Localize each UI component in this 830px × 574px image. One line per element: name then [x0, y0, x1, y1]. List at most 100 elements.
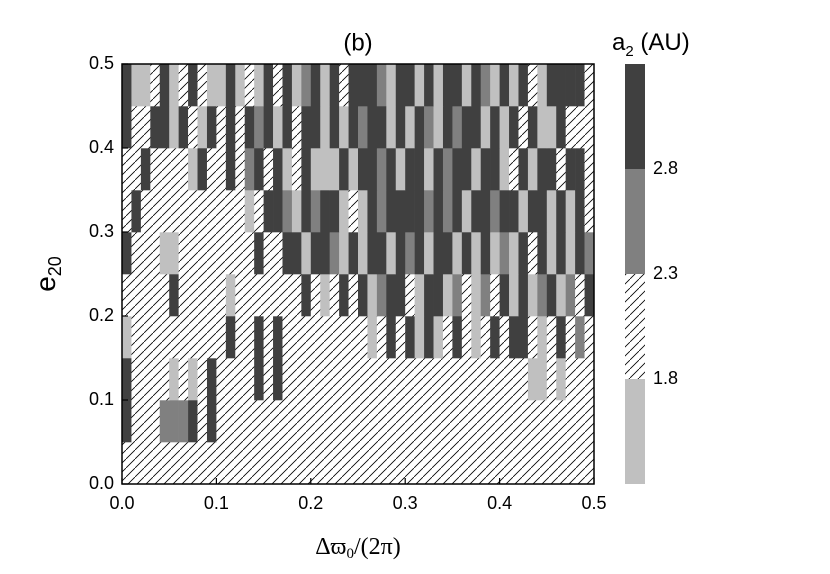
heatmap-cell	[584, 148, 595, 191]
x-tick-label: 0.2	[298, 493, 323, 513]
heatmap-cell	[575, 64, 585, 107]
heatmap-cell	[527, 232, 538, 275]
heatmap-cell	[518, 106, 529, 149]
heatmap-cell	[122, 64, 132, 107]
heatmap-cell	[320, 232, 330, 275]
heatmap-cell	[442, 64, 453, 107]
heatmap-cell	[527, 316, 538, 359]
heatmap-cell	[509, 64, 519, 107]
heatmap-cell	[159, 358, 170, 401]
heatmap-cell	[310, 442, 321, 485]
heatmap-cell	[216, 64, 227, 107]
heatmap-cell	[499, 64, 510, 107]
heatmap-cell	[518, 274, 529, 317]
heatmap-cell	[405, 358, 415, 401]
heatmap-cell	[461, 358, 472, 401]
heatmap-cell	[339, 358, 349, 401]
heatmap-cell	[556, 316, 566, 359]
heatmap-cell	[254, 106, 264, 149]
heatmap-cell	[329, 274, 340, 317]
heatmap-cell	[405, 400, 415, 443]
heatmap-cell	[235, 400, 246, 443]
heatmap-cell	[546, 64, 557, 107]
heatmap-cell	[405, 316, 415, 359]
heatmap-cell	[461, 274, 472, 317]
heatmap-cell	[433, 442, 444, 485]
heatmap-cell	[509, 190, 519, 233]
heatmap-cell	[499, 232, 510, 275]
heatmap-cell	[376, 442, 387, 485]
colorbar-tick-label: 1.8	[653, 368, 678, 388]
heatmap-cell	[320, 316, 330, 359]
heatmap-cell	[339, 232, 349, 275]
heatmap-cell	[546, 190, 557, 233]
heatmap-cell	[188, 274, 198, 317]
heatmap-cell	[310, 148, 321, 191]
heatmap-cell	[178, 316, 189, 359]
heatmap-cell	[329, 316, 340, 359]
heatmap-cell	[122, 148, 132, 191]
heatmap-cell	[556, 106, 566, 149]
y-label-sub: 20	[45, 256, 65, 276]
colorbar-title: a2 (AU)	[612, 29, 690, 60]
heatmap-cell	[490, 274, 500, 317]
heatmap-cell	[424, 358, 434, 401]
heatmap-cell	[291, 442, 302, 485]
heatmap-cell	[584, 358, 595, 401]
heatmap-cell	[584, 190, 595, 233]
heatmap-cell	[414, 232, 425, 275]
heatmap-cell	[395, 316, 406, 359]
heatmap-cell	[546, 148, 557, 191]
heatmap-cell	[442, 358, 453, 401]
colorbar-tick-label: 2.8	[653, 158, 678, 178]
heatmap-cell	[527, 190, 538, 233]
heatmap-cell	[329, 232, 340, 275]
heatmap-cell	[140, 190, 151, 233]
heatmap-cell	[405, 190, 415, 233]
heatmap-cell	[575, 232, 585, 275]
heatmap-cell	[301, 106, 312, 149]
heatmap-cell	[433, 106, 444, 149]
heatmap-cell	[452, 442, 463, 485]
heatmap-cell	[556, 274, 566, 317]
heatmap-cell	[537, 400, 548, 443]
heatmap-cell	[490, 106, 500, 149]
heatmap-cell	[509, 148, 519, 191]
heatmap-cell	[414, 148, 425, 191]
heatmap-cell	[320, 442, 330, 485]
heatmap-cell	[310, 190, 321, 233]
heatmap-cell	[367, 148, 378, 191]
x-axis-label: Δϖ0/(2π)	[315, 534, 401, 563]
heatmap-cell	[395, 148, 406, 191]
heatmap-cell	[273, 64, 283, 107]
heatmap-cell	[131, 274, 142, 317]
heatmap-cell	[150, 148, 161, 191]
heatmap-cell	[376, 274, 387, 317]
heatmap-cell	[584, 64, 595, 107]
heatmap-cell	[159, 64, 170, 107]
heatmap-cell	[122, 442, 132, 485]
heatmap-cell	[537, 274, 548, 317]
heatmap-cell	[216, 106, 227, 149]
colorbar	[625, 64, 645, 484]
heatmap-cell	[159, 442, 170, 485]
heatmap-cell	[471, 316, 482, 359]
heatmap-cell	[584, 232, 595, 275]
heatmap-cell	[499, 190, 510, 233]
heatmap-cell	[131, 442, 142, 485]
heatmap-cell	[150, 190, 161, 233]
heatmap-cell	[188, 442, 198, 485]
heatmap-cell	[537, 316, 548, 359]
heatmap-cell	[348, 442, 359, 485]
heatmap-cell	[320, 64, 330, 107]
heatmap-cell	[178, 148, 189, 191]
heatmap-cell	[367, 106, 378, 149]
heatmap-cell	[329, 190, 340, 233]
heatmap-cell	[433, 358, 444, 401]
heatmap-cell	[386, 190, 397, 233]
x-tick-label: 0.4	[487, 493, 512, 513]
y-label-main: e	[30, 276, 61, 292]
x-tick-label: 0.3	[393, 493, 418, 513]
heatmap-cell	[358, 190, 368, 233]
heatmap-cell	[376, 316, 387, 359]
